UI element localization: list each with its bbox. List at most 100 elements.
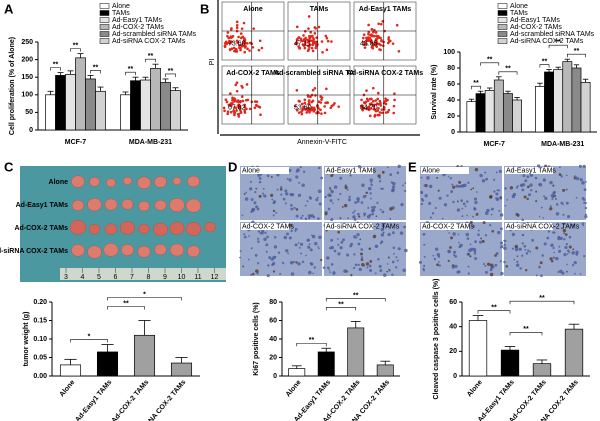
nucleus	[356, 197, 360, 201]
nucleus	[499, 213, 504, 217]
nucleus	[451, 265, 455, 269]
tumor	[71, 175, 85, 188]
nucleus	[313, 266, 317, 269]
nucleus	[438, 264, 441, 267]
y-axis-label: Survival rate (%)	[431, 65, 438, 120]
tumor	[89, 177, 100, 187]
nucleus	[579, 273, 582, 275]
nucleus	[456, 270, 460, 274]
nucleus	[462, 202, 466, 206]
cell-event	[226, 31, 230, 34]
cell-event	[233, 49, 236, 53]
panel-label: C	[4, 159, 14, 174]
y-axis-label: Ki67 positive cells (%)	[253, 302, 260, 376]
cell-event	[225, 42, 228, 46]
cell-event	[241, 35, 245, 39]
nucleus	[330, 174, 333, 178]
nucleus	[370, 197, 372, 200]
nucleus	[361, 183, 365, 188]
nucleus	[287, 252, 290, 255]
nucleus	[343, 269, 347, 273]
nucleus	[555, 203, 559, 206]
nucleus	[544, 164, 548, 168]
nucleus	[438, 196, 442, 200]
legend-swatch	[99, 10, 110, 16]
cell-event	[387, 38, 390, 41]
significance-bracket	[165, 73, 176, 77]
cell-event	[253, 100, 257, 103]
flow-plot-label: TAMs	[310, 6, 329, 13]
nucleus	[538, 215, 541, 218]
nucleus	[542, 217, 545, 219]
cell-event	[245, 83, 249, 86]
cell-event	[307, 101, 311, 105]
cell-event	[325, 48, 329, 52]
cell-event	[326, 101, 330, 104]
nucleus	[523, 244, 527, 248]
significance-bracket	[70, 48, 81, 52]
nucleus	[494, 254, 497, 257]
nucleus	[241, 214, 244, 217]
y-tick-label: 20	[269, 354, 277, 361]
nucleus	[245, 191, 248, 194]
nucleus	[527, 193, 531, 197]
bar	[120, 94, 131, 131]
nucleus	[380, 240, 384, 244]
cell-event	[311, 88, 315, 92]
cell-event	[329, 106, 333, 110]
nucleus	[393, 252, 395, 255]
nucleus	[369, 268, 373, 272]
nucleus	[262, 187, 265, 190]
nucleus	[330, 263, 334, 266]
y-tick-label: 250	[21, 39, 33, 46]
nucleus	[523, 195, 527, 199]
y-tick-label: 20	[447, 113, 455, 120]
cell-event	[307, 27, 310, 30]
nucleus	[582, 164, 586, 168]
panel-label: A	[4, 1, 14, 16]
nucleus	[436, 263, 439, 267]
nucleus	[386, 270, 389, 273]
cell-event	[391, 42, 395, 45]
nucleus	[432, 254, 435, 257]
cell-event	[379, 101, 382, 105]
nucleus	[475, 213, 479, 216]
bar	[580, 82, 591, 133]
cell-event	[369, 107, 372, 110]
cell-event	[377, 91, 380, 95]
tumor	[71, 199, 85, 211]
nucleus	[300, 242, 304, 246]
nucleus	[454, 264, 458, 269]
nucleus	[352, 215, 356, 219]
ihc-label-bg	[241, 223, 289, 230]
nucleus	[347, 198, 351, 202]
cell-event	[302, 34, 305, 37]
cell-event	[231, 96, 234, 100]
nucleus	[516, 260, 519, 264]
legend-swatch	[497, 17, 508, 23]
cell-event	[379, 48, 382, 52]
legend-swatch	[497, 10, 508, 16]
nucleus	[563, 222, 566, 225]
cell-event	[374, 31, 378, 34]
cell-event	[298, 46, 302, 50]
nucleus	[337, 238, 339, 240]
nucleus	[524, 248, 527, 251]
tumor	[87, 198, 102, 212]
nucleus	[512, 192, 517, 197]
nucleus	[311, 234, 316, 239]
cell-event	[378, 113, 381, 117]
cell-event	[367, 33, 370, 36]
y-tick-label: 0.15	[33, 317, 47, 324]
significance-bracket	[539, 64, 550, 68]
cell-event	[234, 83, 238, 87]
cell-event	[297, 99, 301, 103]
nucleus	[583, 188, 587, 192]
significance-bracket	[471, 85, 481, 90]
y-tick-label: 150	[21, 74, 33, 81]
ihc-label-bg	[505, 223, 553, 230]
cell-event	[381, 44, 385, 47]
tumor	[185, 221, 202, 236]
cell-event	[320, 40, 324, 43]
cell-event	[243, 103, 246, 107]
